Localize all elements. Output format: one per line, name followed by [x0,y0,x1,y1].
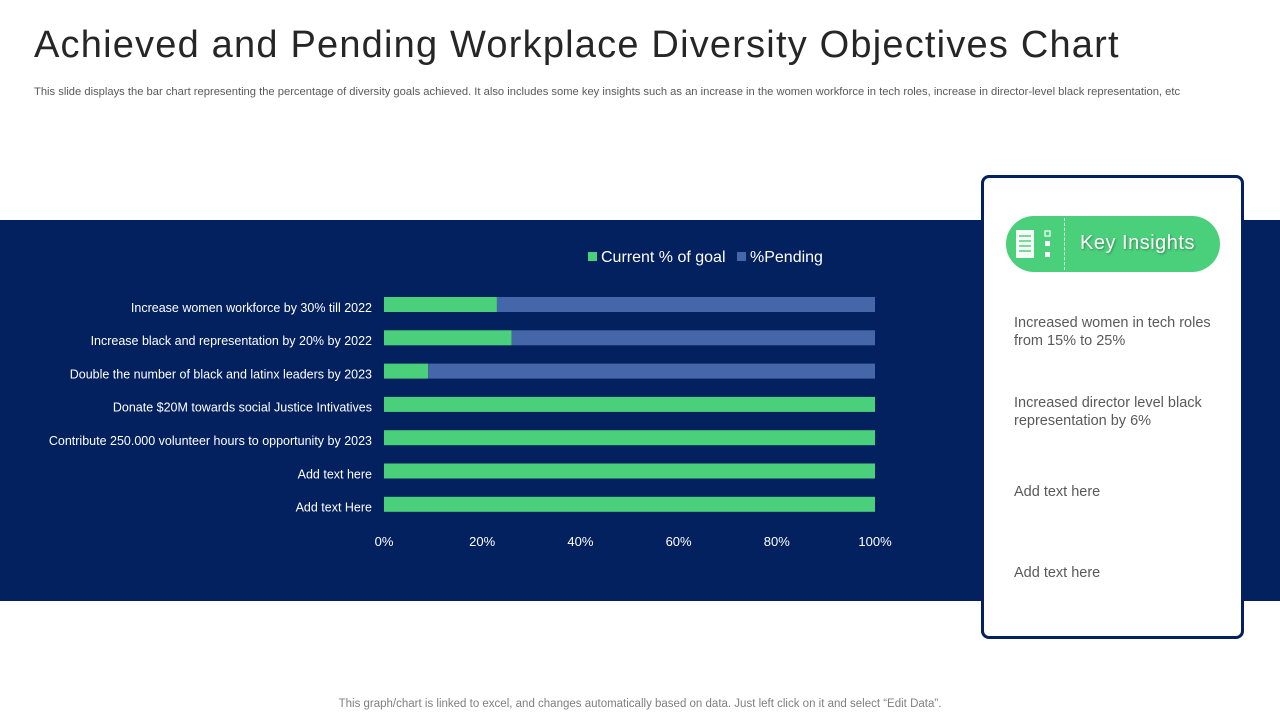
footer-note: This graph/chart is linked to excel, and… [338,698,942,710]
x-tick-label: 100% [858,534,892,549]
header-divider [1064,218,1065,270]
x-tick-label: 80% [764,534,790,549]
x-tick-label: 60% [666,534,692,549]
category-label: Donate $20M towards social Justice Intiv… [113,401,372,415]
category-label: Increase black and representation by 20%… [91,334,372,348]
insight-item: Increased director level black represent… [1014,395,1202,429]
bar-achieved [384,330,512,346]
bar-pending [496,297,875,312]
x-tick-label: 0% [375,534,394,549]
bar-achieved [384,297,497,312]
bar-pending [428,363,875,379]
legend-swatch [588,252,597,261]
bar-chart: Current % of goal %Pending Increase women… [49,249,892,549]
legend-label: %Pending [750,249,823,266]
page-subtitle: This slide displays the bar chart repres… [34,86,1181,98]
category-label: Double the number of black and latinx le… [70,367,372,381]
bar-achieved [384,396,875,412]
key-insights-header: Key Insights [1006,216,1220,272]
category-label: Add text here [298,467,372,481]
page-title: Achieved and Pending Workplace Diversity… [34,24,1120,66]
legend-label: Current % of goal [601,249,726,266]
x-tick-label: 40% [567,534,593,549]
x-axis-ticks: 0% 20% 40% 60% 80% 100% [375,534,892,549]
key-insights-panel: Key Insights Increased women in tech rol… [981,175,1244,639]
category-label: Contribute 250.000 volunteer hours to op… [49,434,372,448]
category-labels: Increase women workforce by 30% till 202… [49,301,372,515]
bar-pending [511,330,875,346]
bar-group [384,297,875,512]
bar-achieved [384,496,875,512]
category-label: Increase women workforce by 30% till 202… [131,301,372,315]
key-insights-title: Key Insights [1080,232,1195,254]
bar-achieved [384,363,429,379]
checklist-icon [1012,226,1056,267]
insight-item: Add text here [1014,484,1101,500]
insight-item: Add text here [1014,565,1101,581]
bar-achieved [384,430,875,446]
x-tick-label: 20% [469,534,495,549]
bar-achieved [384,463,875,479]
category-label: Add text Here [296,501,372,515]
chart-legend: Current % of goal %Pending [588,249,823,266]
legend-swatch [737,252,746,261]
insight-item: Increased women in tech roles from 15% t… [1014,315,1211,349]
